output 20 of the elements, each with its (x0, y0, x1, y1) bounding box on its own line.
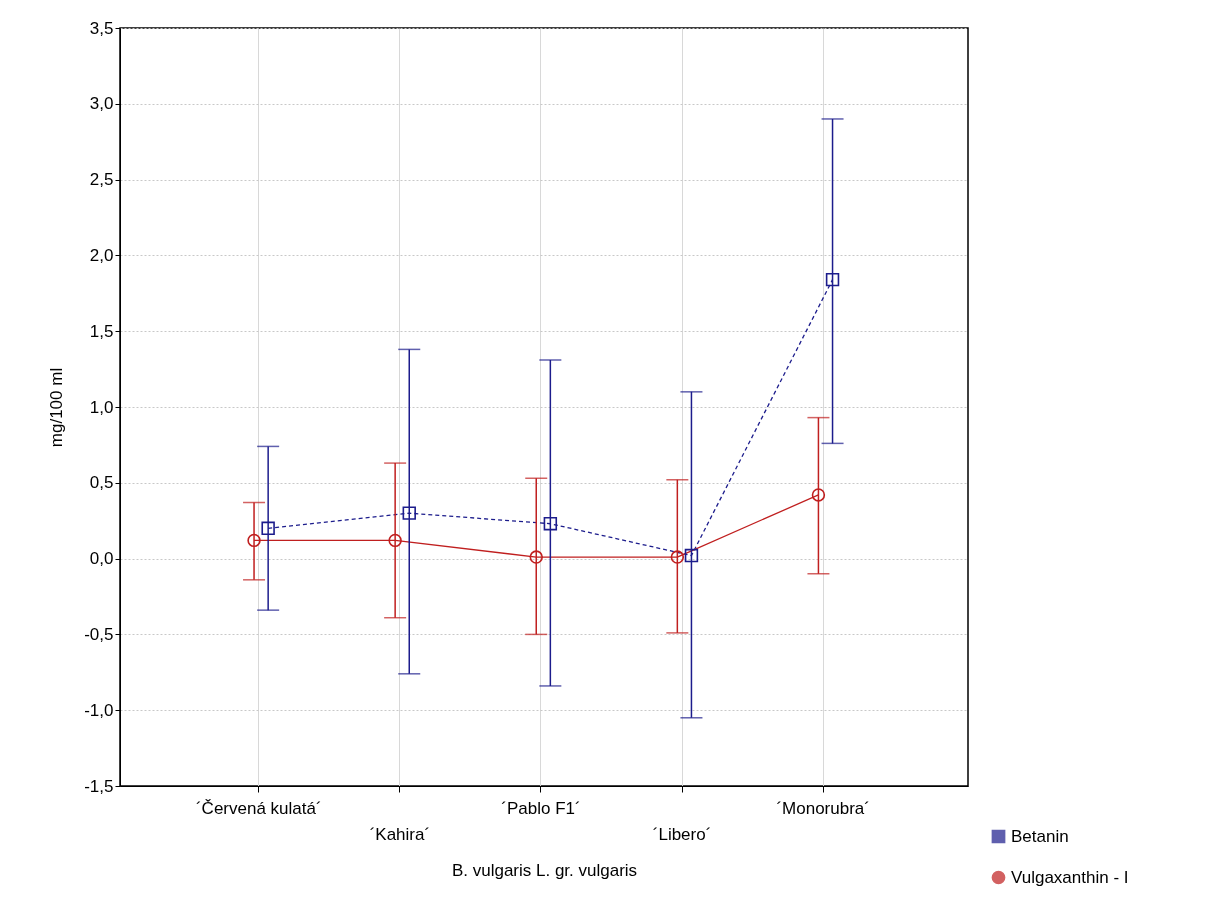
x-tick-label: ´Pablo F1´ (501, 798, 581, 818)
legend-label: Vulgaxanthin - I (1011, 867, 1129, 887)
x-tick-label: ´Monorubra´ (776, 798, 870, 818)
x-axis-title: B. vulgaris L. gr. vulgaris (451, 860, 638, 880)
y-axis-title: mg/100 ml (47, 367, 67, 448)
y-tick-label: 1,5 (89, 321, 114, 341)
y-tick-label: 3,0 (89, 94, 114, 114)
y-tick-label: -1,5 (84, 776, 114, 796)
y-tick-label: -1,0 (84, 700, 114, 720)
x-tick-label: ´Libero´ (652, 824, 712, 844)
y-tick-label: 0,0 (89, 549, 114, 569)
y-tick-label: 1,0 (89, 397, 114, 417)
y-tick-label: 0,5 (89, 473, 114, 493)
x-tick-label: ´Kahira´ (369, 824, 431, 844)
x-tick-label: ´Červená kulatá´ (195, 798, 322, 818)
legend-label: Betanin (1011, 826, 1069, 846)
y-tick-label: 3,5 (89, 18, 114, 38)
y-tick-label: -0,5 (84, 624, 114, 644)
y-tick-label: 2,5 (89, 170, 114, 190)
y-tick-label: 2,0 (89, 245, 114, 265)
